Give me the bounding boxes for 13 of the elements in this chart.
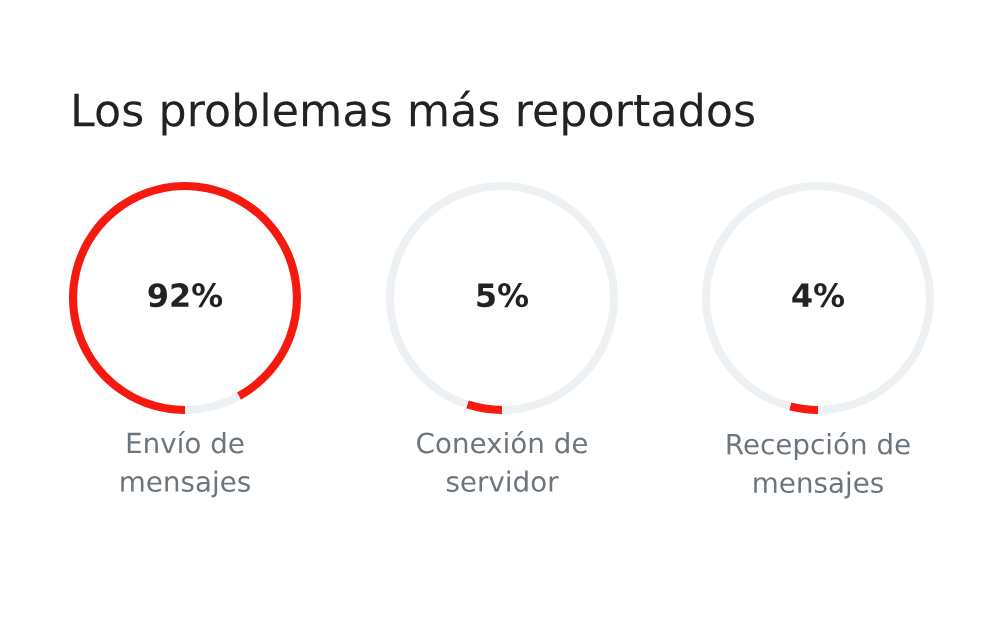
donut-slice [789,402,818,414]
donut-slice [386,182,618,414]
slice-label: Recepción de mensajes [727,432,910,499]
text: Los problemas más reportados [74,90,755,136]
text: 4% [792,283,845,308]
donut-slice [69,182,301,414]
text: 5% [477,283,529,308]
text: 92% [148,283,223,308]
donut-slice [185,392,241,414]
donut-slice [466,400,502,414]
slice-label: Envío de mensajes [121,430,250,498]
slice-label: Conexión de servidor [417,430,587,492]
donut-slice [702,182,934,414]
